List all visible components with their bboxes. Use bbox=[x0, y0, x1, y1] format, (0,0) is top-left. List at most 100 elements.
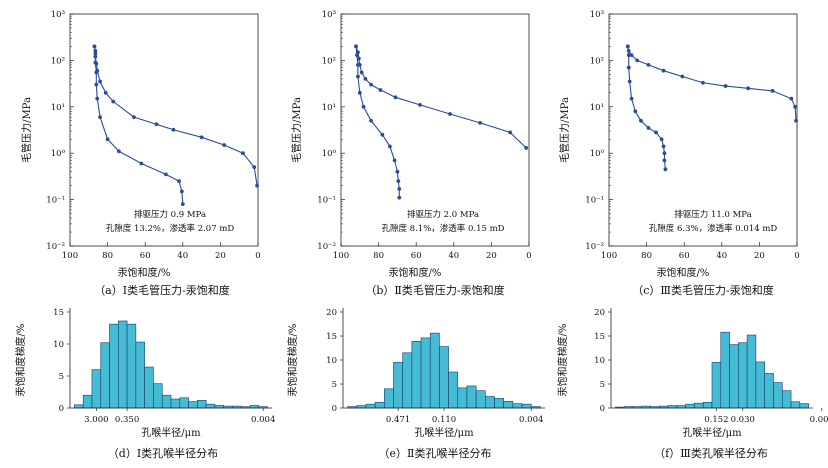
data-point bbox=[629, 96, 634, 101]
histogram-bar bbox=[197, 400, 207, 409]
y-tick-label: 10¹ bbox=[322, 103, 336, 113]
data-point bbox=[363, 76, 368, 81]
y-tick-label: 10 bbox=[326, 356, 337, 366]
histogram-bar bbox=[694, 402, 704, 409]
data-point bbox=[659, 137, 664, 142]
y-tick-label: 10⁻¹ bbox=[317, 196, 336, 206]
y-axis-label: 毛管压力/MPa bbox=[290, 97, 303, 163]
y-tick-label: 20 bbox=[326, 308, 337, 318]
series-line-injection bbox=[627, 46, 797, 121]
data-point bbox=[478, 120, 483, 125]
histogram-bar bbox=[126, 323, 137, 409]
histogram-bar bbox=[100, 342, 110, 409]
y-tick-label: 10⁰ bbox=[51, 149, 66, 159]
y-tick-label: 10¹ bbox=[590, 103, 604, 113]
data-point bbox=[646, 62, 651, 67]
x-tick-label: 100 bbox=[62, 251, 78, 261]
x-axis-label: 汞饱和度/% bbox=[118, 266, 171, 279]
histogram-bar bbox=[118, 320, 128, 409]
data-point bbox=[177, 179, 181, 184]
chart-c: 10⁻² 10⁻¹ 10⁰ 10¹ 10² 10³ 100 80 60 40 20 0 排驱压力 11.… bbox=[558, 10, 800, 297]
data-point bbox=[639, 118, 643, 123]
histogram-bar bbox=[475, 390, 486, 409]
x-tick-label: 60 bbox=[411, 251, 422, 261]
data-point bbox=[635, 58, 640, 63]
series-line-injection bbox=[93, 46, 258, 186]
x-tick-label: 100 bbox=[333, 251, 349, 261]
histogram-bar bbox=[781, 390, 792, 409]
x-tick-label: 0.004 bbox=[519, 415, 543, 425]
x-tick-label: 20 bbox=[486, 251, 497, 261]
x-tick-label: 0 bbox=[526, 251, 531, 261]
data-point bbox=[793, 104, 798, 109]
data-point bbox=[393, 95, 398, 100]
histogram-bar bbox=[365, 403, 376, 409]
x-tick-label: 40 bbox=[177, 251, 188, 261]
histogram-bar bbox=[144, 366, 154, 409]
x-tick-label: 0.110 bbox=[432, 415, 456, 425]
data-point bbox=[111, 99, 116, 104]
histogram-bar bbox=[790, 401, 801, 409]
panel-caption: （a）Ⅰ类毛管压力-汞饱和度 bbox=[94, 283, 230, 297]
y-axis-label: 汞饱和度梯度/% bbox=[14, 324, 27, 397]
data-point bbox=[116, 149, 121, 154]
data-point bbox=[95, 96, 100, 101]
histogram-bar bbox=[179, 397, 189, 409]
y-axis-label: 汞饱和度梯度/% bbox=[286, 324, 299, 397]
histogram-bar bbox=[74, 404, 84, 409]
data-point bbox=[789, 96, 794, 101]
data-point bbox=[448, 112, 452, 116]
y-tick-label: 10² bbox=[322, 56, 336, 66]
histogram-bar bbox=[685, 403, 695, 409]
data-point bbox=[255, 183, 259, 188]
x-tick-label: 0 bbox=[794, 251, 799, 261]
data-point bbox=[395, 169, 400, 174]
annotation-text: 排驱压力 0.9 MPa bbox=[134, 209, 206, 220]
x-tick-label: 100 bbox=[601, 251, 617, 261]
data-point bbox=[154, 122, 159, 127]
x-axis-label: 孔喉半径/μm bbox=[414, 426, 474, 439]
y-tick-label: 10² bbox=[590, 56, 604, 66]
y-tick-label: 10⁻² bbox=[317, 242, 336, 252]
data-point bbox=[252, 165, 257, 170]
data-point bbox=[701, 80, 705, 85]
data-point bbox=[222, 143, 227, 147]
x-tick-label: 20 bbox=[215, 251, 226, 261]
y-tick-label: 10⁰ bbox=[322, 149, 337, 159]
data-point bbox=[524, 146, 529, 150]
histogram-bar bbox=[161, 394, 172, 409]
histogram-bar bbox=[512, 403, 523, 409]
y-tick-label: 10⁻² bbox=[46, 242, 65, 252]
data-point bbox=[241, 151, 245, 156]
y-tick-label: 5 bbox=[600, 380, 605, 390]
data-point bbox=[356, 62, 360, 67]
data-point bbox=[92, 44, 97, 49]
y-tick-label: 10 bbox=[53, 340, 64, 350]
x-tick-label: 40 bbox=[716, 251, 727, 261]
data-point bbox=[163, 172, 168, 177]
histogram-bar bbox=[764, 373, 774, 409]
annotation-text: 排驱压力 11.0 MPa bbox=[674, 209, 751, 220]
y-tick-label: 0 bbox=[59, 404, 64, 414]
data-point bbox=[794, 118, 798, 123]
data-point bbox=[662, 151, 667, 156]
y-tick-label: 5 bbox=[332, 380, 337, 390]
x-axis-label: 孔喉半径/μm bbox=[141, 426, 201, 439]
data-point bbox=[397, 195, 402, 200]
histogram-bar bbox=[188, 401, 198, 409]
data-point bbox=[646, 126, 651, 130]
data-point bbox=[94, 70, 99, 75]
data-point bbox=[354, 44, 358, 49]
x-tick-label: 0.004 bbox=[251, 415, 275, 425]
series-line-injection bbox=[355, 46, 527, 149]
data-point bbox=[93, 60, 98, 65]
x-tick-label: 0.030 bbox=[731, 415, 755, 425]
data-point bbox=[105, 137, 110, 142]
y-tick-label: 15 bbox=[594, 332, 605, 342]
data-point bbox=[723, 84, 728, 88]
histogram-bar bbox=[729, 344, 739, 409]
x-tick-label: 80 bbox=[641, 251, 652, 261]
data-point bbox=[179, 189, 184, 194]
data-point bbox=[392, 158, 397, 163]
